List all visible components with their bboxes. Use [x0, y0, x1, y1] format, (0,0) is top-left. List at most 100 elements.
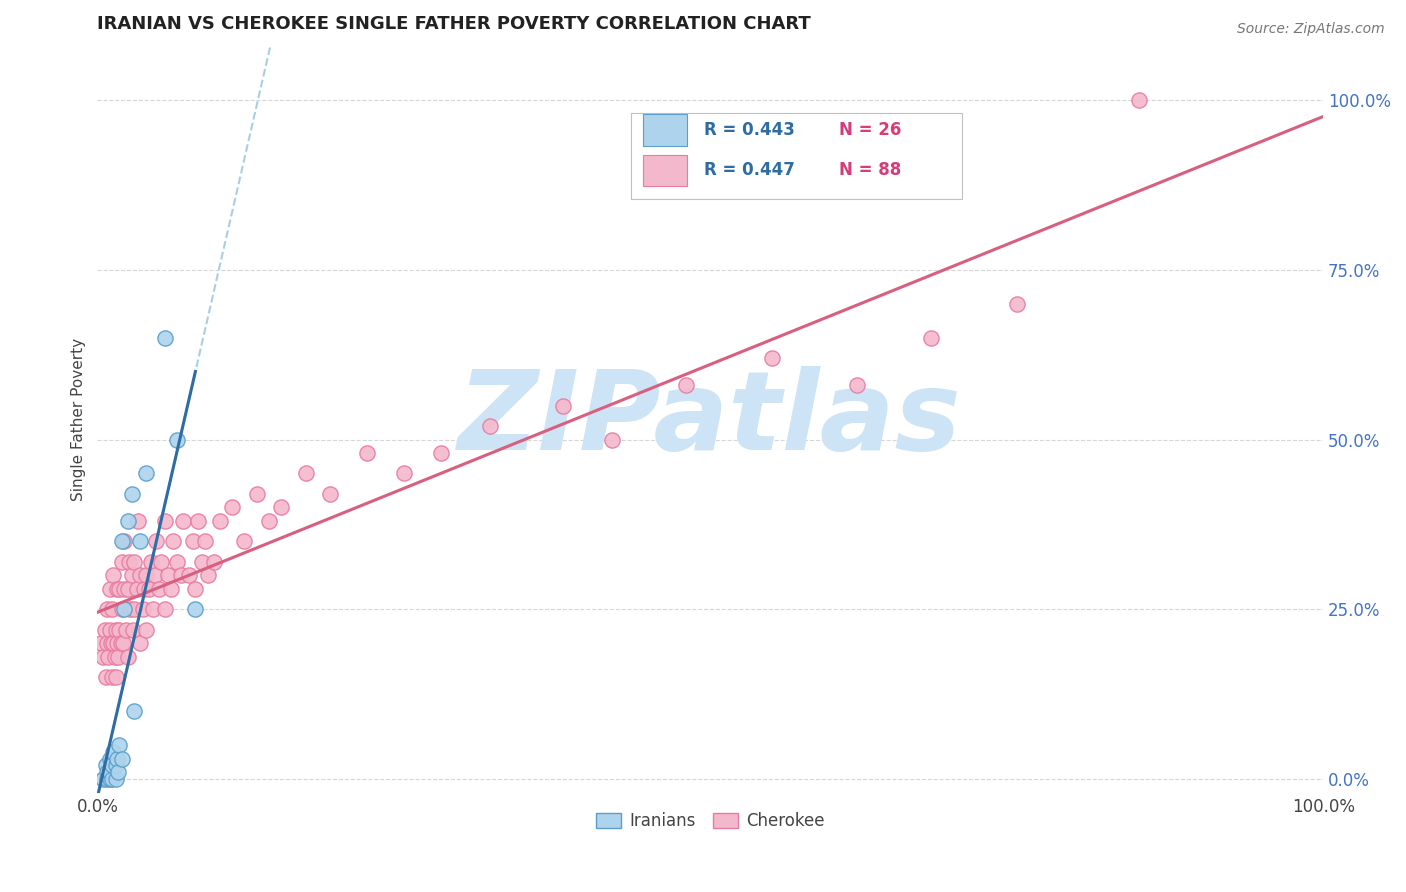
Point [98, 752, 121, 766]
Point [319, 487, 342, 501]
Point [166, 433, 188, 447]
Point [90, 636, 112, 650]
Point [94, 758, 117, 772]
Point [107, 649, 129, 664]
Point [1128, 93, 1150, 107]
Legend: Iranians, Cherokee: Iranians, Cherokee [589, 805, 831, 837]
Point [101, 602, 124, 616]
Point [97, 649, 120, 664]
Y-axis label: Single Father Poverty: Single Father Poverty [72, 337, 86, 500]
Point [172, 514, 194, 528]
Text: IRANIAN VS CHEROKEE SINGLE FATHER POVERTY CORRELATION CHART: IRANIAN VS CHEROKEE SINGLE FATHER POVERT… [97, 15, 811, 33]
Point [181, 534, 204, 549]
Point [122, 555, 145, 569]
Point [94, 670, 117, 684]
Point [110, 636, 132, 650]
Point [920, 331, 942, 345]
Point [270, 500, 292, 515]
Point [132, 582, 155, 596]
Text: ZIPatlas: ZIPatlas [458, 366, 962, 473]
Point [122, 623, 145, 637]
Point [233, 534, 256, 549]
FancyBboxPatch shape [643, 154, 688, 186]
Point [138, 582, 160, 596]
Point [129, 534, 152, 549]
Point [101, 670, 124, 684]
Point [114, 623, 136, 637]
Point [98, 772, 121, 786]
Point [100, 636, 122, 650]
Point [157, 568, 180, 582]
Point [129, 568, 152, 582]
Point [184, 602, 207, 616]
Point [194, 534, 217, 549]
Point [108, 582, 131, 596]
Point [197, 568, 219, 582]
Point [184, 582, 207, 596]
Point [112, 636, 135, 650]
Point [107, 765, 129, 780]
Point [108, 738, 131, 752]
Point [103, 568, 125, 582]
Point [101, 758, 124, 772]
Point [125, 582, 148, 596]
Point [129, 636, 152, 650]
Text: R = 0.443: R = 0.443 [704, 120, 794, 139]
Point [153, 331, 176, 345]
Point [429, 446, 451, 460]
Point [111, 555, 134, 569]
Point [98, 765, 121, 780]
Point [112, 602, 135, 616]
Point [761, 351, 783, 365]
Point [112, 582, 135, 596]
Point [294, 467, 316, 481]
FancyBboxPatch shape [630, 113, 962, 199]
Point [104, 670, 127, 684]
FancyBboxPatch shape [643, 114, 688, 145]
Point [93, 649, 115, 664]
Point [105, 636, 128, 650]
Point [118, 555, 141, 569]
Point [145, 534, 167, 549]
Text: Source: ZipAtlas.com: Source: ZipAtlas.com [1237, 22, 1385, 37]
Point [675, 378, 697, 392]
Point [846, 378, 869, 392]
Point [135, 568, 157, 582]
Text: N = 88: N = 88 [839, 161, 901, 179]
Point [166, 555, 188, 569]
Point [111, 534, 134, 549]
Point [104, 623, 127, 637]
Point [1005, 296, 1028, 310]
Point [112, 534, 135, 549]
Point [111, 602, 134, 616]
Point [93, 772, 115, 786]
Point [179, 568, 201, 582]
Text: R = 0.447: R = 0.447 [704, 161, 794, 179]
Point [135, 623, 157, 637]
Point [202, 555, 225, 569]
Point [190, 555, 212, 569]
Point [120, 602, 142, 616]
Point [117, 582, 139, 596]
Point [478, 419, 501, 434]
Point [257, 514, 280, 528]
Point [104, 772, 127, 786]
Point [170, 568, 193, 582]
Point [160, 582, 183, 596]
Point [150, 555, 173, 569]
Point [96, 602, 118, 616]
Point [98, 582, 121, 596]
Point [103, 649, 125, 664]
Point [103, 636, 125, 650]
Point [148, 582, 170, 596]
Point [162, 534, 184, 549]
Point [135, 467, 157, 481]
Point [121, 487, 143, 501]
Point [208, 514, 231, 528]
Point [143, 568, 166, 582]
Point [187, 514, 209, 528]
Point [105, 752, 128, 766]
Point [127, 514, 149, 528]
Point [153, 602, 176, 616]
Point [153, 514, 176, 528]
